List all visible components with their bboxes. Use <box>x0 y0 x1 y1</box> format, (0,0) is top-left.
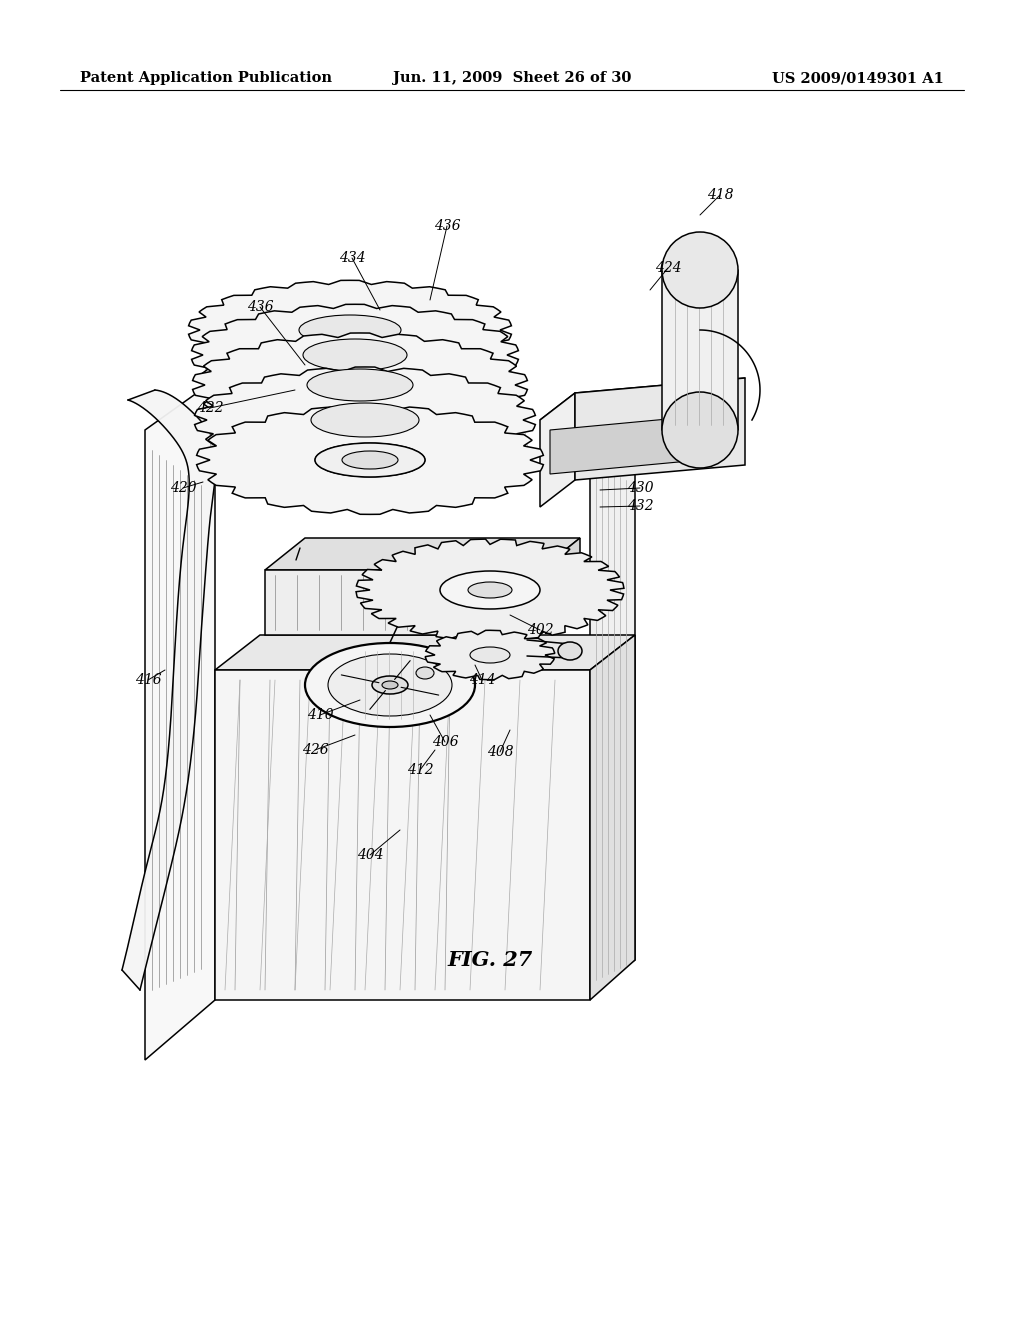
Ellipse shape <box>468 582 512 598</box>
Text: US 2009/0149301 A1: US 2009/0149301 A1 <box>772 71 944 84</box>
Polygon shape <box>575 378 745 480</box>
Polygon shape <box>122 389 216 990</box>
Polygon shape <box>540 393 575 507</box>
Polygon shape <box>662 271 738 430</box>
Text: 434: 434 <box>339 251 366 265</box>
Ellipse shape <box>662 232 738 308</box>
Ellipse shape <box>299 315 401 345</box>
Ellipse shape <box>382 681 398 689</box>
Polygon shape <box>540 539 580 635</box>
Ellipse shape <box>315 444 425 477</box>
Ellipse shape <box>305 643 475 727</box>
Text: 436: 436 <box>247 300 273 314</box>
Polygon shape <box>425 630 555 680</box>
Polygon shape <box>188 280 511 380</box>
Polygon shape <box>590 635 635 1001</box>
Polygon shape <box>145 380 215 1060</box>
Ellipse shape <box>342 451 398 469</box>
Polygon shape <box>356 539 624 642</box>
Polygon shape <box>265 539 580 570</box>
Polygon shape <box>215 635 635 671</box>
Text: 426: 426 <box>302 743 329 756</box>
Text: 416: 416 <box>135 673 162 686</box>
Text: Patent Application Publication: Patent Application Publication <box>80 71 332 84</box>
Ellipse shape <box>307 370 413 401</box>
Ellipse shape <box>470 647 510 663</box>
Ellipse shape <box>315 444 425 477</box>
Polygon shape <box>540 378 745 420</box>
Text: 414: 414 <box>469 673 496 686</box>
Text: 410: 410 <box>306 708 334 722</box>
Ellipse shape <box>558 642 582 660</box>
Text: 408: 408 <box>486 744 513 759</box>
Text: 418: 418 <box>707 187 733 202</box>
Text: 420: 420 <box>170 480 197 495</box>
Polygon shape <box>191 305 518 405</box>
Polygon shape <box>265 570 540 635</box>
Text: Jun. 11, 2009  Sheet 26 of 30: Jun. 11, 2009 Sheet 26 of 30 <box>393 71 631 84</box>
Ellipse shape <box>416 667 434 678</box>
Ellipse shape <box>303 339 407 371</box>
Text: 412: 412 <box>407 763 433 777</box>
Ellipse shape <box>328 653 452 715</box>
Text: 430: 430 <box>627 480 653 495</box>
Polygon shape <box>215 671 590 1001</box>
Polygon shape <box>193 333 527 437</box>
Polygon shape <box>195 367 536 473</box>
Ellipse shape <box>311 403 419 437</box>
Text: 404: 404 <box>356 847 383 862</box>
Text: 402: 402 <box>526 623 553 638</box>
Text: FIG. 27: FIG. 27 <box>447 950 532 970</box>
Text: 424: 424 <box>654 261 681 275</box>
Polygon shape <box>197 405 544 515</box>
Polygon shape <box>590 430 635 990</box>
Text: 422: 422 <box>197 401 223 414</box>
Polygon shape <box>550 416 700 474</box>
Text: 436: 436 <box>434 219 461 234</box>
Ellipse shape <box>440 572 540 609</box>
Text: 406: 406 <box>432 735 459 748</box>
Text: 432: 432 <box>627 499 653 513</box>
Ellipse shape <box>662 392 738 469</box>
Ellipse shape <box>372 676 408 694</box>
